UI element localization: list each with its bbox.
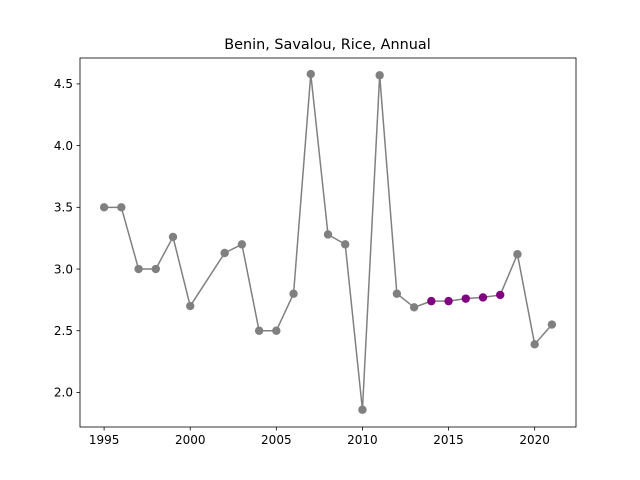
data-point bbox=[186, 301, 195, 311]
plot-frame bbox=[79, 57, 577, 428]
y-axis: 2.0 2.5 3.0 3.5 4.0 4.5 bbox=[54, 77, 80, 400]
data-point bbox=[151, 264, 160, 274]
data-point bbox=[392, 289, 402, 298]
data-point bbox=[358, 405, 367, 414]
y-tick-label: 3.0 bbox=[54, 262, 73, 276]
data-point bbox=[444, 296, 453, 306]
series-layer bbox=[99, 69, 557, 414]
data-point bbox=[409, 303, 419, 312]
data-point bbox=[168, 232, 178, 242]
x-axis: 1995 2000 2005 2010 2015 2020 bbox=[89, 427, 550, 447]
series-line bbox=[104, 73, 553, 411]
data-point bbox=[513, 250, 522, 259]
y-tick-label: 2.5 bbox=[54, 324, 73, 338]
data-point bbox=[496, 290, 505, 300]
x-tick-label: 2015 bbox=[433, 433, 464, 447]
y-tick-label: 4.0 bbox=[54, 139, 73, 153]
x-tick-label: 2010 bbox=[347, 433, 378, 447]
data-point bbox=[547, 320, 557, 329]
data-point bbox=[427, 296, 436, 306]
data-point bbox=[117, 203, 126, 212]
chart-title: Benin, Savalou, Rice, Annual bbox=[224, 37, 430, 53]
data-point bbox=[530, 340, 539, 349]
y-tick-label: 2.0 bbox=[54, 386, 73, 400]
x-tick-label: 2020 bbox=[519, 433, 550, 447]
data-point bbox=[289, 289, 298, 298]
data-point bbox=[134, 264, 143, 274]
data-point bbox=[323, 230, 333, 239]
x-tick-label: 2005 bbox=[261, 433, 292, 447]
x-tick-label: 1995 bbox=[89, 433, 120, 447]
data-point bbox=[375, 71, 384, 80]
data-point bbox=[272, 326, 281, 335]
data-point bbox=[341, 240, 350, 249]
data-point bbox=[478, 293, 488, 302]
data-point bbox=[99, 203, 109, 212]
data-point bbox=[461, 294, 470, 303]
x-tick-label: 2000 bbox=[175, 433, 206, 447]
y-tick-label: 3.5 bbox=[54, 201, 73, 215]
data-point bbox=[220, 248, 229, 258]
data-point bbox=[254, 326, 264, 335]
y-tick-label: 4.5 bbox=[54, 77, 73, 91]
data-point bbox=[237, 240, 247, 249]
data-point bbox=[306, 69, 315, 79]
